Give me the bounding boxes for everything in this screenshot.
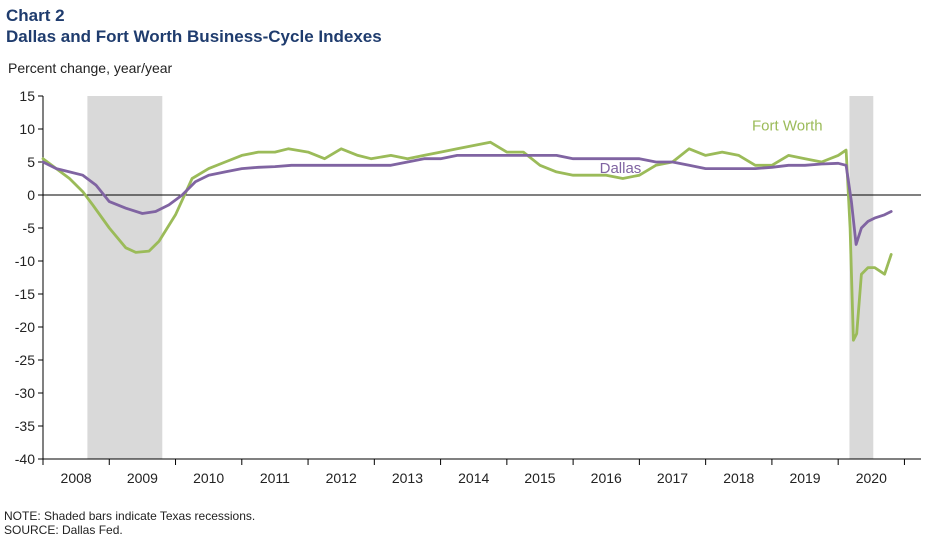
x-tick-label: 2018	[723, 470, 754, 486]
y-tick-label: -10	[15, 253, 35, 269]
x-tick-label: 2014	[458, 470, 489, 486]
y-tick-label: -30	[15, 385, 35, 401]
y-tick-label: -15	[15, 286, 35, 302]
y-axis-label: Percent change, year/year	[8, 60, 173, 76]
x-tick-label: 2019	[789, 470, 820, 486]
y-tick-label: -5	[23, 220, 36, 236]
series-line-fort-worth	[41, 140, 893, 342]
x-tick-label: 2020	[856, 470, 887, 486]
chart-title: Dallas and Fort Worth Business-Cycle Ind…	[6, 27, 382, 46]
chart-number: Chart 2	[6, 6, 65, 25]
y-tick-label: 5	[27, 154, 35, 170]
y-tick-label: -40	[15, 451, 35, 467]
x-tick-label: 2013	[392, 470, 423, 486]
y-tick-label: 0	[27, 187, 35, 203]
y-tick-label: 10	[19, 121, 35, 137]
series-label-fort-worth: Fort Worth	[752, 117, 823, 134]
y-tick-label: -20	[15, 319, 35, 335]
recession-bar-1	[87, 96, 163, 459]
y-tick-label: -35	[15, 418, 35, 434]
x-tick-label: 2010	[193, 470, 224, 486]
x-tick-label: 2012	[326, 470, 357, 486]
x-tick-label: 2016	[591, 470, 622, 486]
x-tick-label: 2009	[127, 470, 158, 486]
series-line-dallas	[41, 153, 893, 246]
x-tick-label: 2017	[657, 470, 688, 486]
x-tick-label: 2008	[61, 470, 92, 486]
series-label-dallas: Dallas	[600, 160, 642, 177]
footnote: NOTE: Shaded bars indicate Texas recessi…	[4, 509, 256, 523]
y-tick-label: -25	[15, 352, 35, 368]
source-note: SOURCE: Dallas Fed.	[4, 523, 123, 537]
x-tick-label: 2011	[260, 470, 290, 486]
y-tick-label: 15	[19, 88, 35, 104]
x-tick-label: 2015	[524, 470, 555, 486]
